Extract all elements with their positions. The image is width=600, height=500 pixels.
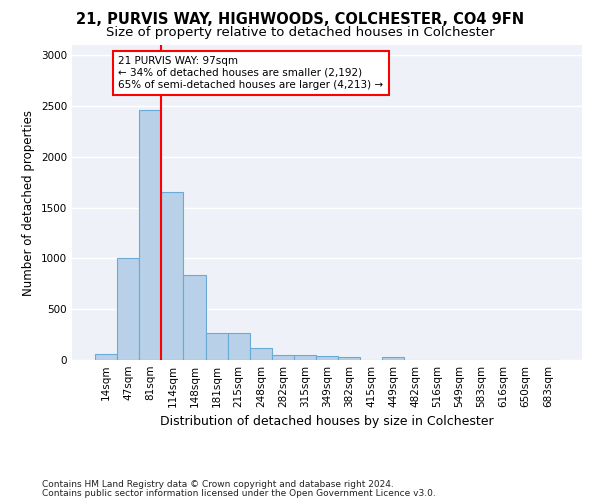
Text: Size of property relative to detached houses in Colchester: Size of property relative to detached ho… [106,26,494,39]
Text: Contains public sector information licensed under the Open Government Licence v3: Contains public sector information licen… [42,489,436,498]
Bar [382,357,404,360]
Bar [117,258,139,360]
Bar [250,348,272,360]
Text: 21, PURVIS WAY, HIGHWOODS, COLCHESTER, CO4 9FN: 21, PURVIS WAY, HIGHWOODS, COLCHESTER, C… [76,12,524,28]
Bar [227,332,250,360]
Bar [161,192,184,360]
Text: 21 PURVIS WAY: 97sqm
← 34% of detached houses are smaller (2,192)
65% of semi-de: 21 PURVIS WAY: 97sqm ← 34% of detached h… [118,56,383,90]
Bar [272,355,294,360]
Bar [184,274,206,360]
Bar [294,355,316,360]
Text: Contains HM Land Registry data © Crown copyright and database right 2024.: Contains HM Land Registry data © Crown c… [42,480,394,489]
X-axis label: Distribution of detached houses by size in Colchester: Distribution of detached houses by size … [160,416,494,428]
Bar [206,332,227,360]
Bar [338,358,360,360]
Bar [95,354,117,360]
Y-axis label: Number of detached properties: Number of detached properties [22,110,35,296]
Bar [139,110,161,360]
Bar [316,356,338,360]
